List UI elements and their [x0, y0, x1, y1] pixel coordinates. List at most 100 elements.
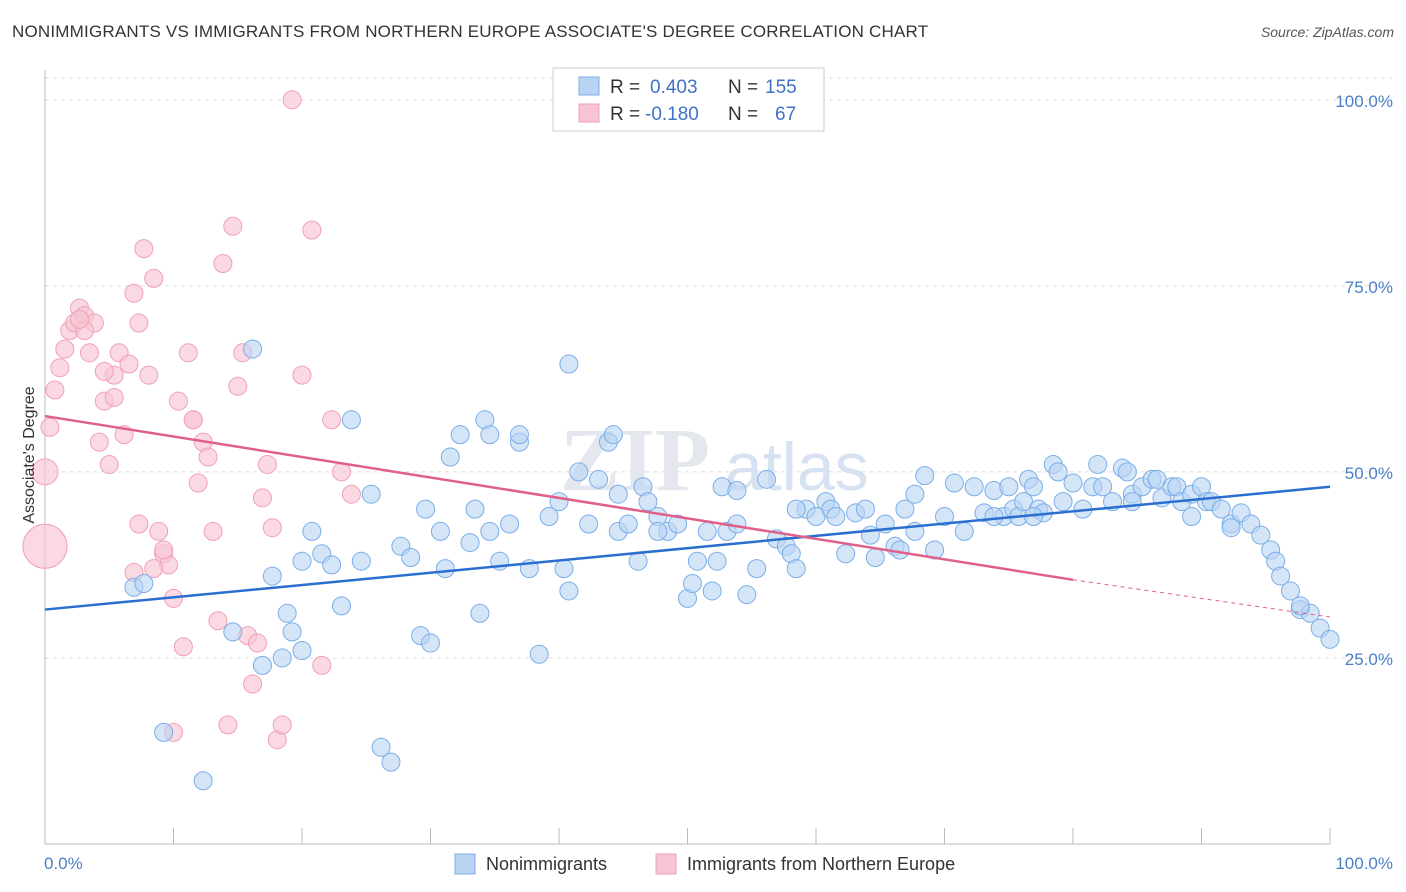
pink-point [272, 715, 292, 735]
legend-r-value-2: -0.180 [645, 104, 699, 125]
blue-point [648, 521, 668, 541]
blue-point [727, 480, 747, 500]
blue-point [134, 574, 154, 594]
pink-point [218, 715, 238, 735]
legend-r-label-1: R = [610, 77, 640, 98]
blue-point [608, 484, 628, 504]
blue-point [682, 574, 702, 594]
pink-point [203, 521, 223, 541]
blue-point [786, 559, 806, 579]
pink-point [173, 637, 193, 657]
pink-point [262, 518, 282, 538]
y-tick-label: 75.0% [1345, 278, 1393, 297]
blue-point [697, 521, 717, 541]
pink-point [208, 611, 228, 631]
blue-point [252, 655, 272, 675]
blue-point [757, 469, 777, 489]
blue-point [925, 540, 945, 560]
blue-series-points [124, 339, 1340, 791]
pink-point [178, 343, 198, 363]
blue-trend-line [44, 485, 1331, 611]
blue-point [243, 339, 263, 359]
blue-point [292, 641, 312, 660]
pink-point [213, 254, 233, 273]
blue-point [984, 507, 1004, 527]
source-credit: Source: ZipAtlas.com [1260, 24, 1394, 40]
blue-point [954, 521, 974, 541]
blue-point [579, 514, 599, 534]
blue-point [401, 547, 421, 567]
pink-point [45, 380, 65, 400]
blue-point [1290, 596, 1310, 616]
x-tick-label-min: 0.0% [44, 854, 83, 873]
pink-point [332, 462, 352, 482]
blue-point [322, 555, 342, 575]
pink-point [302, 220, 322, 240]
y-tick-labels: 25.0% 50.0% 75.0% 100.0% [1335, 92, 1393, 669]
blue-point [628, 551, 648, 571]
blue-point [509, 425, 529, 445]
blue-point [351, 551, 371, 571]
blue-point [618, 514, 638, 534]
blue-point [865, 547, 885, 567]
blue-point [302, 521, 322, 541]
pink-point [188, 473, 208, 493]
pink-point [198, 447, 218, 467]
pink-trend-line [44, 414, 1074, 582]
pink-point [248, 633, 268, 653]
blue-point [727, 514, 747, 534]
blue-point [638, 492, 658, 512]
blue-point [272, 648, 292, 668]
blue-point [603, 425, 623, 445]
blue-point [421, 633, 440, 653]
pink-point [31, 458, 59, 486]
bottom-legend-swatch-pink [655, 853, 677, 875]
watermark: ZIP atlas [560, 411, 869, 510]
pink-point [144, 559, 164, 579]
watermark-zip: ZIP [560, 411, 710, 510]
pink-point [40, 417, 60, 437]
blue-point [154, 722, 174, 742]
blue-point [430, 521, 450, 541]
legend-swatch-pink [578, 103, 600, 123]
legend-swatch-blue [578, 76, 600, 96]
blue-point [702, 581, 722, 601]
legend-box: R = 0.403 N = 155 R = -0.180 N = 67 [552, 67, 825, 132]
blue-point [1117, 462, 1137, 482]
blue-point [826, 507, 846, 527]
pink-point [104, 387, 124, 407]
blue-point [1251, 525, 1271, 545]
blue-point [539, 507, 559, 527]
blue-point [559, 581, 579, 601]
pink-point [22, 523, 68, 569]
pink-point [257, 454, 277, 474]
blue-point [262, 566, 282, 586]
blue-point [361, 484, 381, 504]
blue-point [460, 533, 480, 553]
blue-point [277, 603, 297, 623]
legend-r-value-1: 0.403 [650, 77, 698, 98]
pink-point [149, 521, 169, 541]
pink-point [341, 484, 361, 504]
blue-point [895, 499, 915, 519]
blue-point [440, 447, 460, 467]
blue-point [1221, 518, 1241, 538]
pink-point [154, 540, 174, 560]
pink-point [183, 410, 203, 430]
trend-lines [44, 414, 1331, 618]
pink-point [228, 376, 248, 396]
blue-point [1053, 492, 1073, 512]
pink-point [139, 365, 159, 385]
pink-point [243, 674, 263, 694]
blue-point [747, 559, 767, 579]
blue-point [589, 469, 609, 489]
blue-point [1093, 477, 1113, 497]
blue-point [223, 622, 243, 642]
blue-point [435, 559, 455, 579]
pink-point [312, 655, 332, 675]
blue-point [737, 585, 757, 605]
blue-point [668, 514, 688, 534]
y-tick-label: 100.0% [1335, 92, 1393, 111]
blue-point [1122, 492, 1142, 512]
pink-point [144, 268, 164, 288]
